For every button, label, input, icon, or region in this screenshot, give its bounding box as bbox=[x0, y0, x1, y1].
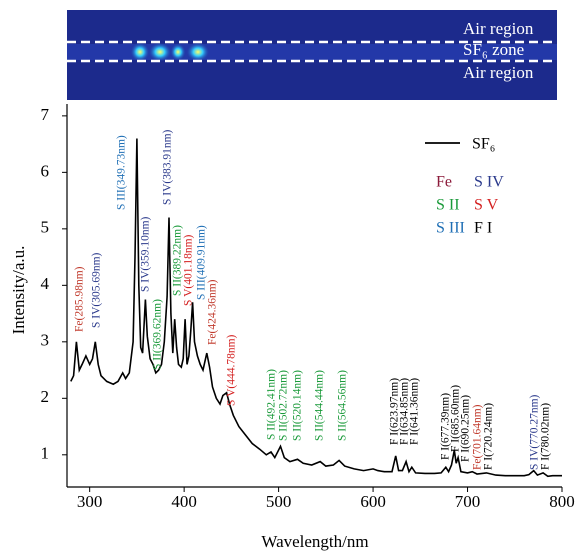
peak-annotation: F I(690.25nm) bbox=[460, 395, 472, 462]
x-tick-label: 400 bbox=[171, 492, 197, 511]
peak-annotation: S II(502.72nm) bbox=[278, 370, 290, 441]
species-legend-label: S III bbox=[436, 220, 465, 237]
x-tick-label: 300 bbox=[77, 492, 103, 511]
species-legend-label: F I bbox=[474, 220, 492, 237]
chart: Intensity/a.u. Wavelength/nm Air region S… bbox=[0, 0, 578, 553]
peak-annotation: S II(520.14nm) bbox=[292, 370, 304, 441]
peak-annotation: F I(720.24nm) bbox=[483, 403, 495, 470]
peak-annotation: S IV(305.69nm) bbox=[91, 252, 103, 328]
peak-annotation: S V(444.78nm) bbox=[226, 334, 238, 406]
species-legend-label: Fe bbox=[436, 174, 452, 191]
peak-annotation: S II(564.56nm) bbox=[337, 370, 349, 441]
y-tick-label: 5 bbox=[41, 218, 50, 237]
y-tick-label: 6 bbox=[41, 161, 50, 180]
peak-annotation: S IV(359.10nm) bbox=[140, 216, 152, 292]
peak-annotation: F I(641.36nm) bbox=[409, 378, 421, 445]
inset-label: SF₆ zone bbox=[463, 40, 524, 59]
y-tick-label: 2 bbox=[41, 387, 50, 406]
x-tick-label: 500 bbox=[266, 492, 292, 511]
peak-annotation: S II(369.62nm) bbox=[152, 299, 164, 370]
peak-annotation: F I(780.02nm) bbox=[540, 403, 552, 470]
inset-label: Air region bbox=[463, 63, 534, 82]
y-tick-label: 3 bbox=[41, 331, 50, 350]
legend-label: SF₆ bbox=[472, 136, 495, 153]
y-tick-label: 7 bbox=[41, 105, 50, 124]
peak-annotation: S V(401.18nm) bbox=[183, 234, 195, 306]
peak-annotation: S II(492.41nm) bbox=[266, 369, 278, 440]
x-tick-label: 700 bbox=[455, 492, 481, 511]
x-tick-label: 800 bbox=[549, 492, 575, 511]
species-legend-label: S V bbox=[474, 197, 499, 214]
y-axis-label: Intensity/a.u. bbox=[9, 246, 28, 335]
y-tick-label: 1 bbox=[41, 444, 50, 463]
page: Intensity/a.u. Wavelength/nm Air region S… bbox=[0, 0, 578, 553]
species-legend-label: S II bbox=[436, 197, 460, 214]
x-axis-label: Wavelength/nm bbox=[261, 532, 368, 551]
peak-annotation: Fe(424.36nm) bbox=[207, 279, 219, 345]
x-tick-label: 600 bbox=[360, 492, 386, 511]
species-legend-label: S IV bbox=[474, 174, 504, 191]
peak-annotation: Fe(285.98nm) bbox=[74, 266, 86, 332]
peak-annotation: S II(544.44nm) bbox=[314, 370, 326, 441]
peak-annotation: S III(349.73nm) bbox=[116, 135, 128, 210]
y-tick-label: 4 bbox=[41, 274, 50, 293]
inset-label: Air region bbox=[463, 19, 534, 38]
peak-annotation: S IV(383.91nm) bbox=[162, 129, 174, 205]
